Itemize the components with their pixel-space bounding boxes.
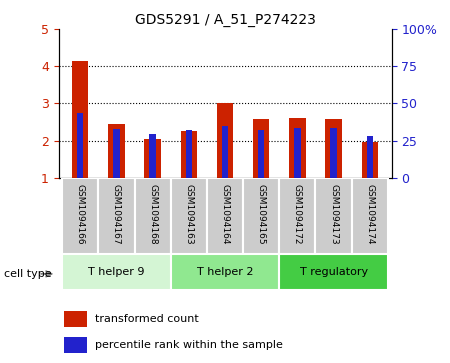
Bar bbox=[62, 178, 98, 254]
Bar bbox=[330, 129, 337, 178]
Bar bbox=[171, 254, 279, 290]
Bar bbox=[243, 178, 279, 254]
Text: GSM1094172: GSM1094172 bbox=[293, 184, 302, 244]
Bar bbox=[362, 142, 378, 178]
Bar bbox=[325, 119, 342, 178]
Bar bbox=[207, 178, 243, 254]
Bar bbox=[180, 131, 197, 178]
Bar bbox=[217, 103, 233, 178]
Text: T helper 9: T helper 9 bbox=[88, 267, 144, 277]
Bar bbox=[253, 119, 270, 178]
Text: GSM1094174: GSM1094174 bbox=[365, 184, 374, 244]
Text: GSM1094165: GSM1094165 bbox=[256, 184, 266, 245]
Text: GSM1094164: GSM1094164 bbox=[220, 184, 230, 244]
Bar bbox=[171, 178, 207, 254]
Text: T helper 2: T helper 2 bbox=[197, 267, 253, 277]
Bar bbox=[279, 254, 388, 290]
Bar bbox=[144, 139, 161, 178]
Text: GSM1094173: GSM1094173 bbox=[329, 184, 338, 245]
Bar bbox=[149, 134, 156, 178]
Text: GSM1094168: GSM1094168 bbox=[148, 184, 157, 245]
Bar bbox=[62, 254, 171, 290]
Bar bbox=[64, 337, 87, 353]
Bar bbox=[77, 113, 84, 178]
Bar bbox=[185, 130, 192, 178]
Text: T regulatory: T regulatory bbox=[300, 267, 368, 277]
Bar bbox=[72, 61, 88, 178]
Text: transformed count: transformed count bbox=[94, 314, 198, 324]
Bar bbox=[64, 311, 87, 327]
Bar bbox=[135, 178, 171, 254]
Text: GSM1094163: GSM1094163 bbox=[184, 184, 194, 245]
Bar bbox=[294, 128, 301, 178]
Bar bbox=[258, 130, 265, 178]
Text: GSM1094167: GSM1094167 bbox=[112, 184, 121, 245]
Bar bbox=[315, 178, 352, 254]
Bar bbox=[367, 136, 373, 178]
Bar bbox=[108, 124, 125, 178]
Bar bbox=[352, 178, 388, 254]
Title: GDS5291 / A_51_P274223: GDS5291 / A_51_P274223 bbox=[135, 13, 315, 26]
Text: GSM1094166: GSM1094166 bbox=[76, 184, 85, 245]
Bar bbox=[279, 178, 315, 254]
Text: percentile rank within the sample: percentile rank within the sample bbox=[94, 340, 283, 350]
Bar bbox=[222, 126, 228, 178]
Bar bbox=[113, 129, 120, 178]
Bar bbox=[289, 118, 306, 178]
Text: cell type: cell type bbox=[4, 269, 52, 279]
Bar bbox=[98, 178, 135, 254]
